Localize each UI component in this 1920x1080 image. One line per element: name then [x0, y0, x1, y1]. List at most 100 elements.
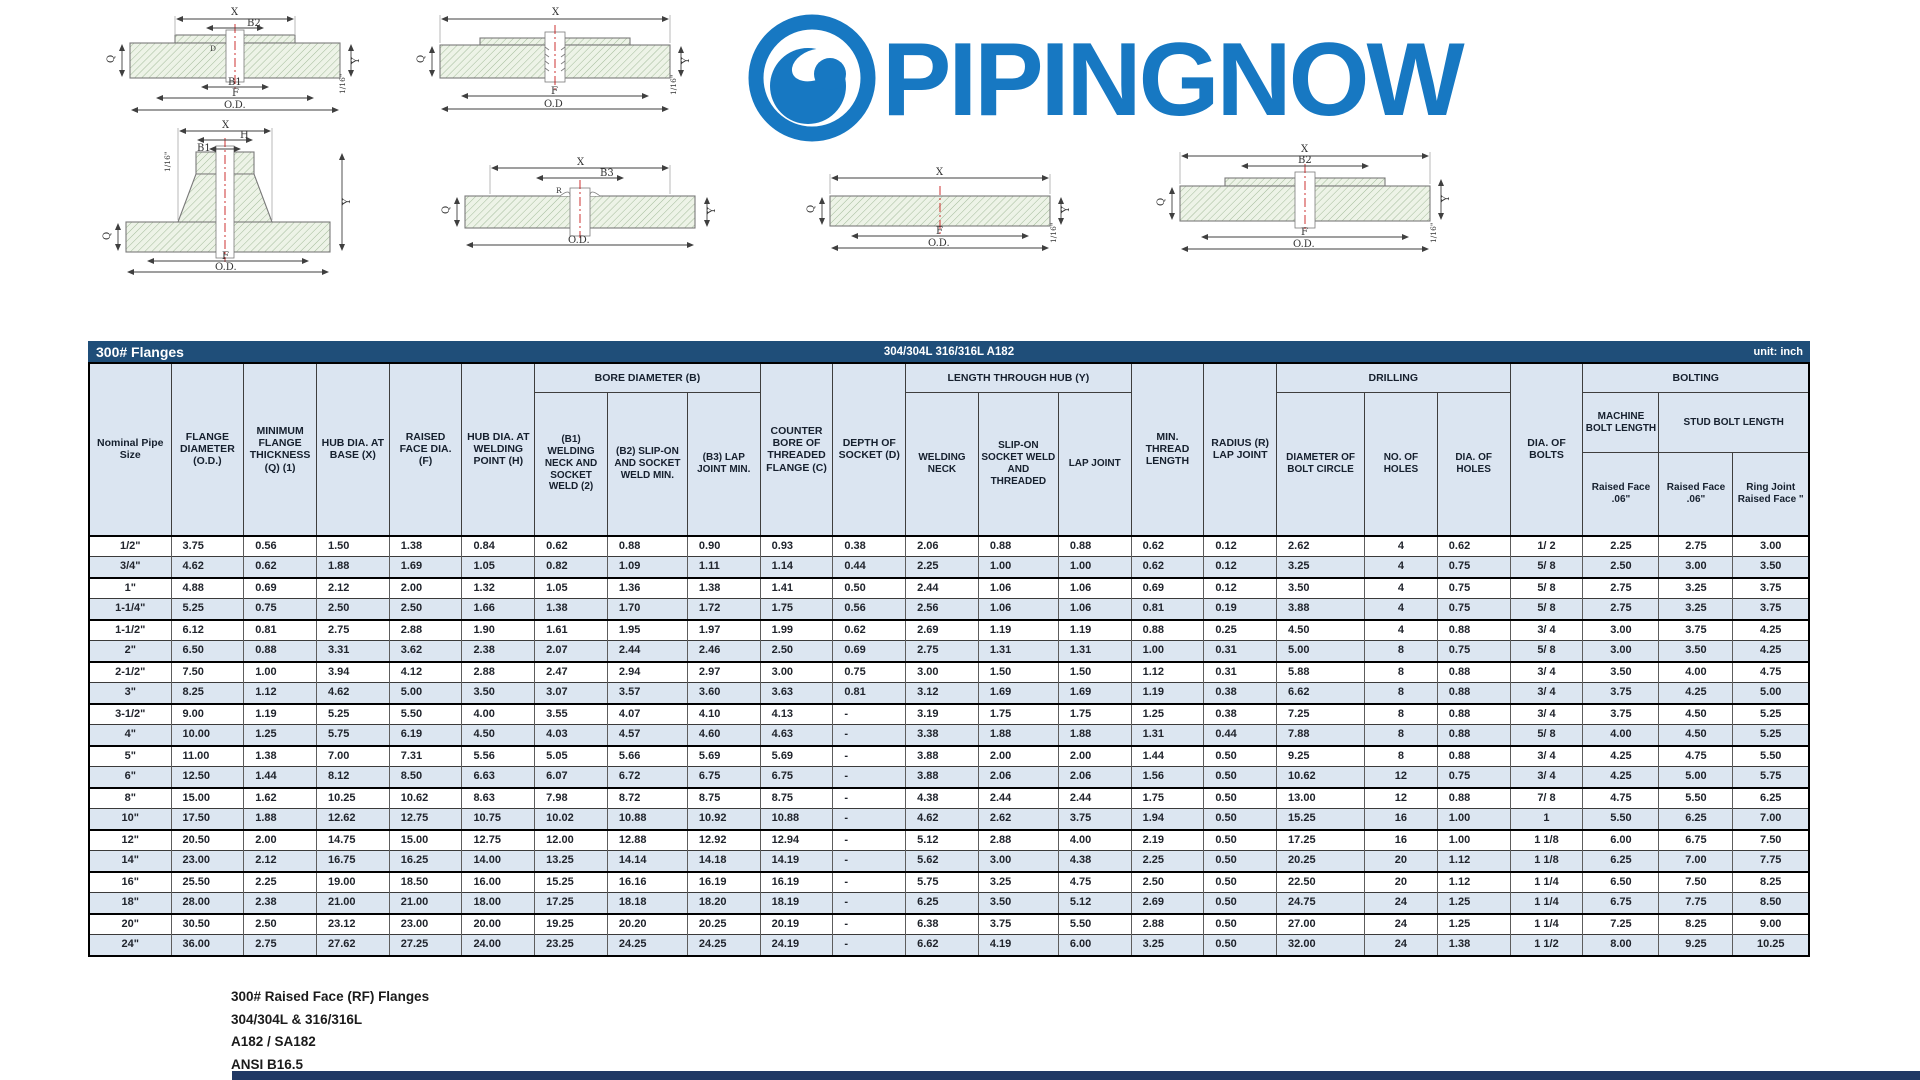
data-cell: 3.63 [759, 682, 834, 704]
data-cell: 7.50 [1732, 829, 1810, 851]
data-cell: 19.25 [534, 913, 608, 935]
data-cell: 0.75 [1436, 766, 1511, 788]
table-row: 2-1/2" 7.50 1.00 3.94 4.12 2.88 2.47 2.94 2.97 3.… [88, 661, 1810, 683]
table-row: 12" 20.50 2.00 14.75 15.00 12.75 12.00 12.88 12.… [88, 829, 1810, 851]
data-cell: 1.05 [534, 577, 608, 599]
data-cell: 0.62 [832, 619, 907, 641]
data-cell: 1.44 [1130, 745, 1205, 767]
data-cell: 0.75 [1436, 598, 1511, 620]
data-cell: 18.19 [759, 892, 834, 914]
data-cell: 16.19 [759, 871, 834, 893]
data-cell: 0.88 [1436, 745, 1511, 767]
row-size-cell: 12" [88, 829, 172, 851]
data-cell: 3.25 [1130, 934, 1205, 956]
data-cell: - [832, 766, 907, 788]
data-cell: 1.88 [977, 724, 1059, 746]
data-cell: 13.00 [1276, 787, 1366, 809]
data-cell: 1.50 [315, 535, 390, 557]
data-cell: 0.75 [832, 661, 907, 683]
data-cell: 1.19 [1130, 682, 1205, 704]
data-cell: 2.69 [905, 619, 979, 641]
data-cell: 4 [1364, 535, 1438, 557]
data-cell: 0.25 [1203, 619, 1278, 641]
data-cell: 1.99 [759, 619, 834, 641]
data-cell: 10.25 [315, 787, 390, 809]
data-cell: 0.81 [832, 682, 907, 704]
data-cell: 17.25 [534, 892, 608, 914]
row-size-cell: 5" [88, 745, 172, 767]
data-cell: 6.75 [759, 766, 834, 788]
data-cell: 8 [1364, 745, 1438, 767]
data-cell: 9.25 [1276, 745, 1366, 767]
data-cell: 0.62 [243, 556, 317, 578]
data-cell: 6.25 [1582, 850, 1660, 872]
data-cell: 23.00 [388, 913, 463, 935]
data-cell: 1.90 [461, 619, 536, 641]
flange-table-body: 1/2" 3.75 0.56 1.50 1.38 0.84 0.62 0.88 0.90 0.93… [88, 535, 1810, 956]
data-cell: 4.60 [686, 724, 761, 746]
data-cell: - [832, 829, 907, 851]
data-cell: 1.25 [1436, 892, 1511, 914]
data-cell: - [832, 934, 907, 956]
data-cell: 1.56 [1130, 766, 1205, 788]
data-cell: 0.75 [1436, 640, 1511, 662]
table-row: 1" 4.88 0.69 2.12 2.00 1.32 1.05 1.36 1.38 1.41 0.… [88, 577, 1810, 599]
data-cell: 20 [1364, 871, 1438, 893]
data-cell: 16.16 [606, 871, 688, 893]
data-cell: 28.00 [170, 892, 245, 914]
data-cell: 5.25 [170, 598, 245, 620]
col-header-depth-of-socket: DEPTH OF SOCKET (D) [832, 362, 907, 536]
data-cell: 1.00 [243, 661, 317, 683]
table-row: 3/4" 4.62 0.62 1.88 1.69 1.05 0.82 1.09 1.11 1.14… [88, 556, 1810, 578]
data-cell: 0.44 [832, 556, 907, 578]
data-cell: 8 [1364, 682, 1438, 704]
flange-drawing-welding-neck: X H B1 1/16" Y Q F O.D. [102, 120, 353, 275]
data-cell: 3.55 [534, 703, 608, 725]
col-header-raised-face-dia: RAISED FACE DIA. (F) [388, 362, 463, 536]
data-cell: 5/ 8 [1509, 640, 1584, 662]
flange-drawings: X B2 D B1 F O.D. Y 1/16" Q X [102, 7, 1452, 275]
data-cell: 6.25 [1658, 808, 1734, 830]
group-header-bore-diameter: BORE DIAMETER (B) [534, 362, 761, 393]
row-size-cell: 4" [88, 724, 172, 746]
flange-drawing-lap-joint: X B3 R Q Y O.D. [441, 157, 718, 248]
col-header-nominal-pipe-size: Nominal Pipe Size [88, 362, 172, 536]
data-cell: 2.69 [1130, 892, 1205, 914]
data-cell: 2.50 [1582, 556, 1660, 578]
data-cell: 4.25 [1732, 640, 1810, 662]
table-row: 1-1/4" 5.25 0.75 2.50 2.50 1.66 1.38 1.70 1.72 1.… [88, 598, 1810, 620]
data-cell: 2.50 [243, 913, 317, 935]
data-cell: 3.50 [1658, 640, 1734, 662]
col-header-dia-of-holes: DIA. OF HOLES [1436, 392, 1511, 536]
data-cell: 3.00 [1582, 640, 1660, 662]
data-cell: 1.11 [686, 556, 761, 578]
data-cell: 3.00 [759, 661, 834, 683]
data-cell: 6.72 [606, 766, 688, 788]
data-cell: 1.61 [534, 619, 608, 641]
data-cell: 4 [1364, 598, 1438, 620]
row-size-cell: 1-1/4" [88, 598, 172, 620]
data-cell: 5.75 [315, 724, 390, 746]
data-cell: 3/ 4 [1509, 619, 1584, 641]
data-cell: 1.88 [315, 556, 390, 578]
flange-drawing-slip-on: X B2 D B1 F O.D. Y 1/16" Q [106, 7, 362, 113]
data-cell: 3.88 [1276, 598, 1366, 620]
table-row: 16" 25.50 2.25 19.00 18.50 16.00 15.25 16.16 16.… [88, 871, 1810, 893]
data-cell: 3.50 [1276, 577, 1366, 599]
data-cell: 2.94 [606, 661, 688, 683]
data-cell: 10.25 [1732, 934, 1810, 956]
data-cell: 4.10 [686, 703, 761, 725]
data-cell: 3.75 [1732, 577, 1810, 599]
data-cell: 0.31 [1203, 640, 1278, 662]
data-cell: 2.44 [606, 640, 688, 662]
row-size-cell: 10" [88, 808, 172, 830]
data-cell: 3.88 [905, 766, 979, 788]
data-cell: 5.69 [686, 745, 761, 767]
dim-label-x: X [936, 167, 944, 178]
data-cell: 18.00 [461, 892, 536, 914]
col-header-min-thickness: MINIMUM FLANGE THICKNESS (Q) (1) [243, 362, 317, 536]
col-header-machine-raised-face: Raised Face .06" [1582, 452, 1660, 536]
data-cell: 27.00 [1276, 913, 1366, 935]
footer-line: A182 / SA182 [231, 1034, 316, 1049]
table-subtitle: 304/304L 316/316L A182 [883, 345, 1015, 358]
